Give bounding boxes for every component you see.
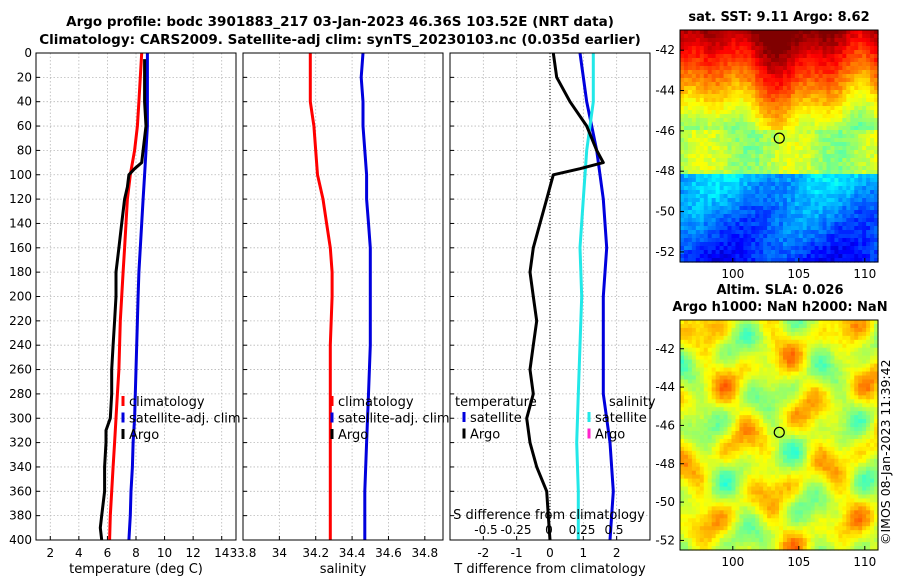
depth-tick-label: 260 bbox=[9, 363, 32, 377]
sla-lon-tick-label: 105 bbox=[787, 555, 810, 569]
sst-profile-marker bbox=[773, 132, 785, 144]
salinity-xtick-label: 34.6 bbox=[375, 546, 402, 560]
figure-title-line-1: Argo profile: bodc 3901883_217 03-Jan-20… bbox=[66, 14, 614, 30]
sla-profile-marker bbox=[773, 426, 785, 438]
sst-lat-tick-label: -44 bbox=[655, 84, 675, 98]
sla-map-field bbox=[680, 320, 879, 551]
sst-lat-tick-label: -46 bbox=[655, 124, 675, 138]
depth-tick-label: 400 bbox=[9, 533, 32, 547]
temperature-legend-label: satellite-adj. clim bbox=[129, 412, 241, 427]
diff-legend-salinity-title: salinity bbox=[609, 395, 656, 410]
depth-tick-label: 160 bbox=[9, 241, 32, 255]
depth-tick-label: 60 bbox=[17, 119, 32, 133]
difference-xtick-label: 0 bbox=[546, 546, 554, 560]
sst-lat-tick-label: -42 bbox=[655, 43, 675, 57]
sst-map-field bbox=[680, 30, 879, 263]
temperature-xtick-label: 6 bbox=[104, 546, 112, 560]
depth-tick-label: 180 bbox=[9, 265, 32, 279]
depth-tick-label: 20 bbox=[17, 70, 32, 84]
salinity-xtick-label: 34.2 bbox=[302, 546, 329, 560]
difference-xtick-label: 1 bbox=[580, 546, 588, 560]
figure-title-line-2: Climatology: CARS2009. Satellite-adj cli… bbox=[39, 32, 641, 48]
sst-lat-tick-label: -52 bbox=[655, 245, 675, 259]
sst-lat-tick-label: -48 bbox=[655, 164, 675, 178]
temperature-xtick-label: 12 bbox=[186, 546, 201, 560]
depth-tick-label: 200 bbox=[9, 290, 32, 304]
sst-lon-tick-label: 110 bbox=[853, 267, 876, 281]
salinity-legend-label: climatology bbox=[338, 395, 414, 410]
diff-salinity-legend-label: Argo bbox=[595, 428, 625, 443]
salinity-xtick-label: 34.4 bbox=[339, 546, 366, 560]
diff-salinity-legend-label: satellite bbox=[595, 411, 647, 426]
sla-map-frame bbox=[679, 319, 879, 551]
depth-tick-label: 360 bbox=[9, 484, 32, 498]
salinity-plot-area bbox=[243, 53, 443, 540]
temperature-series-satellite-adj-clim bbox=[127, 53, 149, 541]
temperature-xtick-label: 14 bbox=[214, 546, 229, 560]
diff-temperature-legend-label: satellite bbox=[470, 411, 522, 426]
sst-map-frame bbox=[679, 29, 879, 263]
diff-s-tick-label: 0.5 bbox=[604, 523, 623, 537]
sla-lat-tick-label: -50 bbox=[655, 495, 675, 509]
depth-tick-label: 140 bbox=[9, 216, 32, 230]
sst-map-title: sat. SST: 9.11 Argo: 8.62 bbox=[688, 10, 870, 25]
sst-lon-tick-label: 105 bbox=[787, 267, 810, 281]
depth-tick-label: 220 bbox=[9, 314, 32, 328]
depth-tick-label: 120 bbox=[9, 192, 32, 206]
diff-temperature-legend-label: Argo bbox=[470, 428, 500, 443]
depth-tick-label: 240 bbox=[9, 338, 32, 352]
temperature-series-argo bbox=[98, 59, 148, 541]
sla-lat-tick-label: -42 bbox=[655, 342, 675, 356]
depth-tick-label: 340 bbox=[9, 460, 32, 474]
temperature-xtick-label: 4 bbox=[75, 546, 83, 560]
sla-map-title-line-1: Altim. SLA: 0.026 bbox=[716, 283, 844, 298]
temperature-legend-label: Argo bbox=[129, 428, 159, 443]
depth-tick-label: 40 bbox=[17, 95, 32, 109]
temperature-xtick-label: 2 bbox=[46, 546, 54, 560]
difference-xlabel: T difference from climatology bbox=[453, 562, 646, 577]
diff-s-tick-label: 0.25 bbox=[569, 523, 596, 537]
depth-tick-label: 100 bbox=[9, 168, 32, 182]
temperature-xtick-label: 8 bbox=[132, 546, 140, 560]
difference-series-t-satellite bbox=[578, 52, 615, 541]
salinity-series-climatology bbox=[308, 53, 334, 540]
salinity-xtick-label: 33.8 bbox=[230, 546, 257, 560]
depth-tick-label: 280 bbox=[9, 387, 32, 401]
difference-xtick-label: -2 bbox=[477, 546, 489, 560]
sla-lat-tick-label: -48 bbox=[655, 457, 675, 471]
difference-xtick-label: -1 bbox=[511, 546, 523, 560]
diff-legend-temperature-title: temperature bbox=[455, 395, 537, 410]
depth-tick-label: 380 bbox=[9, 509, 32, 523]
depth-tick-label: 300 bbox=[9, 411, 32, 425]
salinity-xtick-label: 34 bbox=[272, 546, 287, 560]
temperature-xtick-label: 10 bbox=[157, 546, 172, 560]
sla-lat-tick-label: -52 bbox=[655, 533, 675, 547]
salinity-xtick-label: 34.8 bbox=[411, 546, 438, 560]
difference-series-t-argo bbox=[525, 52, 605, 541]
diff-s-tick-label: 0 bbox=[545, 523, 553, 537]
salinity-legend-label: Argo bbox=[338, 428, 368, 443]
diff-s-tick-label: -0.25 bbox=[500, 523, 531, 537]
salinity-xlabel: salinity bbox=[320, 562, 367, 577]
difference-xtick-label: 2 bbox=[613, 546, 621, 560]
depth-tick-label: 0 bbox=[24, 46, 32, 60]
sla-lat-tick-label: -44 bbox=[655, 380, 675, 394]
depth-tick-label: 80 bbox=[17, 143, 32, 157]
sst-lon-tick-label: 100 bbox=[721, 267, 744, 281]
diff-s-xlabel: S difference from climatology bbox=[453, 508, 645, 523]
temperature-series-climatology bbox=[108, 52, 144, 541]
sst-lat-tick-label: -50 bbox=[655, 205, 675, 219]
sla-lon-tick-label: 110 bbox=[853, 555, 876, 569]
sla-lon-tick-label: 100 bbox=[721, 555, 744, 569]
sla-lat-tick-label: -46 bbox=[655, 418, 675, 432]
temperature-legend-label: climatology bbox=[129, 395, 205, 410]
temperature-xlabel: temperature (deg C) bbox=[69, 562, 203, 577]
diff-s-tick-label: -0.5 bbox=[474, 523, 497, 537]
sla-map-title-line-2: Argo h1000: NaN h2000: NaN bbox=[672, 300, 888, 315]
salinity-series-satellite-adj-clim bbox=[359, 52, 372, 540]
depth-tick-label: 320 bbox=[9, 436, 32, 450]
salinity-legend-label: satellite-adj. clim bbox=[338, 412, 450, 427]
